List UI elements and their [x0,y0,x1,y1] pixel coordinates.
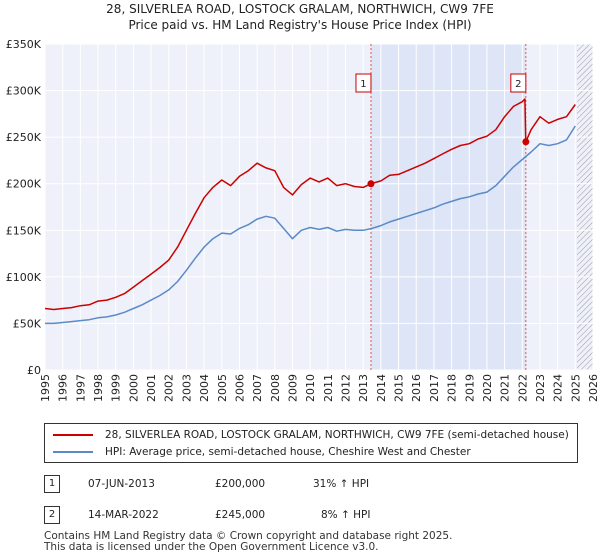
legend-swatch-hpi [53,451,93,453]
x-tick-label: 2013 [357,374,370,402]
chart-title: 28, SILVERLEA ROAD, LOSTOCK GRALAM, NORT… [106,2,494,16]
x-tick-label: 2010 [304,374,317,402]
x-tick-label: 1996 [57,374,70,402]
sale-number-badge: 1 [44,475,60,493]
sale-number-badge: 2 [44,506,60,524]
y-tick-label: £50K [13,317,42,330]
x-tick-label: 2012 [340,374,353,402]
x-tick-label: 2019 [463,374,476,402]
sale-date: 07-JUN-2013 [88,478,155,490]
x-tick-label: 2006 [233,374,246,402]
x-tick-label: 2020 [481,374,494,402]
footer: Contains HM Land Registry data © Crown c… [44,531,452,553]
y-tick-label: £350K [6,38,42,51]
sale-label-number: 2 [515,79,521,90]
y-tick-label: £150K [6,224,42,237]
x-tick-label: 2014 [375,374,388,402]
chart-subtitle: Price paid vs. HM Land Registry's House … [128,18,472,32]
forecast-hatch [577,44,593,370]
sale-price: £245,000 [215,509,266,521]
legend: 28, SILVERLEA ROAD, LOSTOCK GRALAM, NORT… [44,423,578,463]
sale-point [367,180,375,188]
footer-licence: This data is licensed under the Open Gov… [44,541,379,553]
x-tick-label: 2023 [534,374,547,402]
sale-row: 2 14-MAR-2022 £245,000 8% ↑ HPI [44,505,584,527]
x-tick-label: 2022 [516,374,529,402]
sale-label-number: 1 [360,79,366,90]
legend-item-hpi: HPI: Average price, semi-detached house,… [53,444,471,460]
x-tick-label: 2026 [587,374,600,402]
x-tick-label: 2021 [499,374,512,402]
x-tick-label: 1997 [74,374,87,402]
y-tick-label: £200K [6,178,42,191]
x-tick-label: 2003 [180,374,193,402]
x-tick-label: 2015 [393,374,406,402]
legend-item-property: 28, SILVERLEA ROAD, LOSTOCK GRALAM, NORT… [53,427,569,443]
x-tick-label: 2024 [552,374,565,402]
sale-hpi-diff: 31% ↑ HPI [313,478,370,490]
legend-label-hpi: HPI: Average price, semi-detached house,… [105,446,471,458]
x-tick-label: 2017 [428,374,441,402]
x-tick-label: 1999 [110,374,123,402]
legend-swatch-property [53,434,93,436]
y-tick-label: £0 [27,364,41,377]
x-tick-label: 2009 [286,374,299,402]
x-tick-label: 2016 [410,374,423,402]
sale-label-box [355,73,372,93]
x-tick-label: 2008 [269,374,282,402]
y-tick-label: £100K [6,271,42,284]
y-tick-label: £250K [6,131,42,144]
x-tick-label: 1998 [92,374,105,402]
legend-label-property: 28, SILVERLEA ROAD, LOSTOCK GRALAM, NORT… [105,429,569,441]
sale-period-shading [370,44,526,370]
x-tick-label: 2025 [569,374,582,402]
x-tick-label: 2007 [251,374,264,402]
x-tick-label: 2011 [322,374,335,402]
sale-point [522,138,530,146]
sale-date: 14-MAR-2022 [88,509,159,521]
x-tick-label: 2002 [163,374,176,402]
x-tick-label: 1995 [39,374,52,402]
x-tick-label: 2000 [127,374,140,402]
x-tick-label: 2004 [198,374,211,402]
y-tick-label: £300K [6,85,42,98]
x-tick-label: 2005 [216,374,229,402]
footer-copyright: Contains HM Land Registry data © Crown c… [44,530,453,542]
property-price-line [44,98,576,311]
sale-row: 1 07-JUN-2013 £200,000 31% ↑ HPI [44,474,584,496]
sale-hpi-diff: 8% ↑ HPI [321,509,371,521]
x-tick-label: 2018 [446,374,459,402]
sale-price: £200,000 [215,478,266,490]
hpi-line [45,125,576,325]
price-chart: £0 £50K £100K £150K £200K £250K £300K £350K 1995… [6,38,600,402]
sale-label-box [510,73,527,93]
x-tick-label: 2001 [145,374,158,402]
